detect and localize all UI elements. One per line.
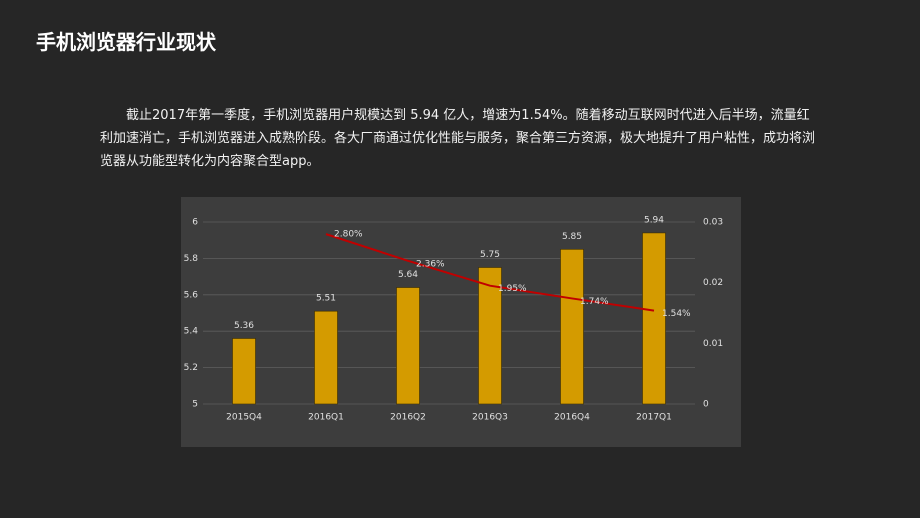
line <box>325 233 655 312</box>
y2-tick-label: 0 <box>703 400 709 410</box>
y2-tick-label: 0.01 <box>703 339 723 349</box>
x-tick-label: 2016Q1 <box>308 413 344 423</box>
x-tick-label: 2016Q2 <box>390 413 426 423</box>
x-tick-label: 2016Q4 <box>554 413 590 423</box>
data-label: 5.75 <box>480 250 500 260</box>
data-label: 5.94 <box>644 215 664 225</box>
data-label: 5.51 <box>316 294 336 304</box>
paragraph: 截止2017年第一季度，手机浏览器用户规模达到 5.94 亿人，增速为1.54%… <box>100 108 816 169</box>
y2-tick-label: 0.02 <box>703 278 723 288</box>
data-label: 1.74% <box>580 297 609 307</box>
y-tick-label: 5.6 <box>184 290 199 300</box>
data-label: 5.36 <box>234 321 254 331</box>
data-label: 1.95% <box>498 284 527 294</box>
data-label: 5.64 <box>398 270 418 280</box>
data-label: 2.36% <box>416 259 445 269</box>
data-label: 1.54% <box>662 309 691 319</box>
x-tick-label: 2016Q3 <box>472 413 508 423</box>
bar <box>642 232 666 405</box>
y-tick-label: 5.2 <box>184 363 198 373</box>
x-tick-label: 2015Q4 <box>226 413 262 423</box>
bar <box>396 287 420 405</box>
x-tick-label: 2017Q1 <box>636 413 672 423</box>
data-label: 5.85 <box>562 232 582 242</box>
y-tick-label: 5.4 <box>184 327 199 337</box>
y-tick-label: 6 <box>192 218 198 228</box>
y2-tick-label: 0.03 <box>703 218 723 228</box>
bar <box>560 249 584 405</box>
bar <box>314 310 338 405</box>
slide-title: 手机浏览器行业现状 <box>36 30 216 54</box>
y-tick-label: 5.8 <box>184 254 199 264</box>
data-label: 2.80% <box>334 230 363 240</box>
bar <box>232 338 256 405</box>
y-tick-label: 5 <box>192 400 198 410</box>
bar <box>478 267 502 405</box>
